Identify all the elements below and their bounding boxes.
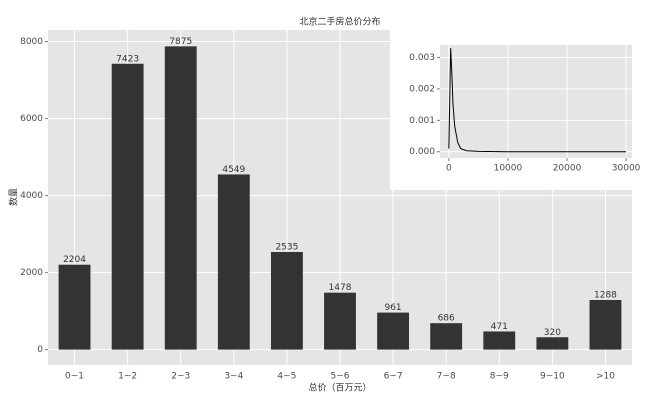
data-label: 961 <box>384 303 401 313</box>
data-label: 1288 <box>594 291 617 301</box>
bar <box>58 264 91 350</box>
y-axis-label: 数量 <box>8 188 20 206</box>
bar <box>270 251 303 350</box>
x-tick-label: 10000 <box>494 164 523 174</box>
bar <box>589 300 622 350</box>
inset-chart: 0.000 0.001 0.002 0.003 0 10000 20000 30000 <box>409 45 641 174</box>
x-tick-label: 8~9 <box>490 372 509 382</box>
x-tick-label: 0~1 <box>65 372 84 382</box>
y-tick-label: 2000 <box>20 268 43 278</box>
chart-title: 北京二手房总价分布 <box>299 16 380 28</box>
y-tick-label: 6000 <box>20 114 43 124</box>
bar <box>217 174 250 350</box>
x-tick-label: 5~6 <box>331 372 350 382</box>
x-tick-label: >10 <box>596 372 615 382</box>
y-tick-label: 0.000 <box>409 147 435 157</box>
data-label: 2535 <box>275 242 298 252</box>
x-axis-label: 总价（百万元） <box>308 382 371 394</box>
x-tick-label: 7~8 <box>437 372 456 382</box>
x-tick-label: 1~2 <box>118 372 137 382</box>
x-tick-label: 9~10 <box>540 372 565 382</box>
data-label: 7423 <box>116 54 139 64</box>
main-chart: 0 2000 4000 6000 8000 0~1 2204 1~2 7423 2~3 7875 3~… <box>20 30 632 382</box>
bar <box>430 323 463 350</box>
density-line <box>448 48 627 153</box>
data-label: 7875 <box>169 37 192 47</box>
data-label: 1478 <box>329 283 352 293</box>
data-label: 2204 <box>63 255 86 265</box>
x-tick-label: 3~4 <box>224 372 243 382</box>
x-tick-label: 30000 <box>612 164 641 174</box>
x-tick-label: 6~7 <box>384 372 403 382</box>
y-tick-label: 0.001 <box>409 116 435 126</box>
data-label: 4549 <box>222 165 245 175</box>
x-tick-label: 20000 <box>553 164 582 174</box>
x-tick-label: 4~5 <box>277 372 296 382</box>
data-label: 320 <box>544 328 561 338</box>
y-tick-label: 0 <box>37 345 43 355</box>
inset-panel <box>440 45 632 158</box>
data-label: 471 <box>491 322 508 332</box>
y-tick-label: 4000 <box>20 191 43 201</box>
x-tick-label: 2~3 <box>171 372 190 382</box>
data-label: 686 <box>438 314 455 324</box>
bar <box>483 331 516 350</box>
bar <box>164 46 197 350</box>
x-tick-label: 0 <box>446 164 452 174</box>
y-tick-label: 0.003 <box>409 53 435 63</box>
bar <box>377 312 410 350</box>
bar <box>111 63 144 350</box>
y-tick-label: 8000 <box>20 37 43 47</box>
y-tick-label: 0.002 <box>409 84 435 94</box>
bar <box>536 337 569 350</box>
bar <box>324 292 356 350</box>
